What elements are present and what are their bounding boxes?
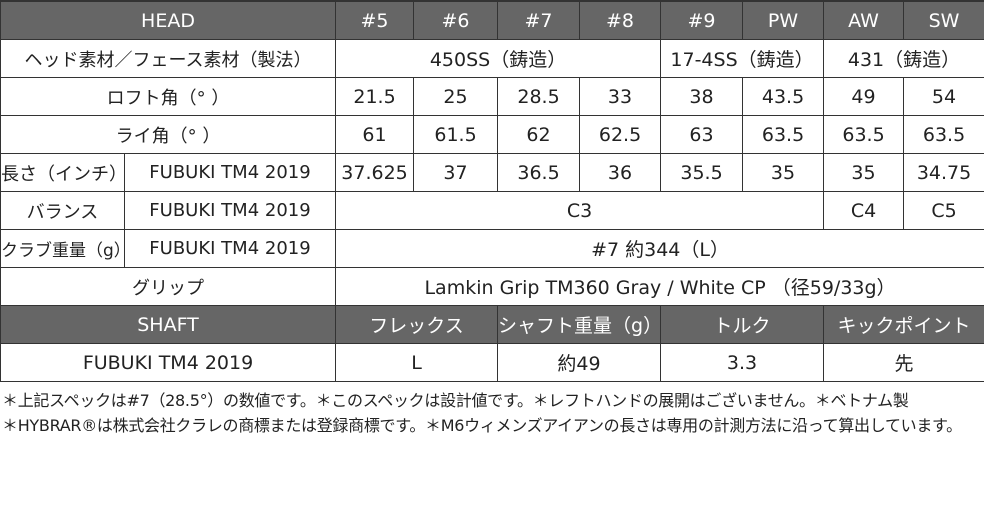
shaft-name: FUBUKI TM4 2019 [123, 191, 337, 230]
cell: 34.75 [903, 153, 984, 192]
lie-row: ライ角（° ） 61 61.5 62 62.5 63 63.5 63.5 63.… [0, 115, 984, 154]
cell: 約49 [497, 343, 662, 382]
shaft-title: SHAFT [0, 305, 337, 344]
cell: 43.5 [742, 77, 825, 116]
cell: 63.5 [903, 115, 984, 154]
row-label: ヘッド素材／フェース素材（製法） [0, 39, 337, 78]
cell: L [335, 343, 499, 382]
cell: 450SS（鋳造） [335, 39, 662, 78]
cell: 63.5 [823, 115, 905, 154]
col-header: フレックス [335, 305, 499, 344]
cell: C4 [823, 191, 905, 230]
col-header: キックポイント [823, 305, 984, 344]
material-row: ヘッド素材／フェース素材（製法） 450SS（鋳造） 17-4SS（鋳造） 43… [0, 39, 984, 78]
cell: 62.5 [579, 115, 662, 154]
row-label: バランス [0, 191, 125, 230]
cell: 431（鋳造） [823, 39, 984, 78]
cell: 36.5 [497, 153, 581, 192]
note: ＊HYBRAR®は株式会社クラレの商標または登録商標です。＊M6ウィメンズアイア… [2, 416, 962, 435]
grip-row: グリップ Lamkin Grip TM360 Gray / White CP （… [0, 267, 984, 306]
balance-row: バランス FUBUKI TM4 2019 C3 C4 C5 [0, 191, 984, 230]
row-label: ロフト角（° ） [0, 77, 337, 116]
col-header: トルク [660, 305, 825, 344]
cell: C3 [335, 191, 825, 230]
notes: ＊上記スペックは#7（28.5°）の数値です。＊このスペックは設計値です。＊レフ… [0, 382, 984, 438]
col-header: SW [903, 0, 984, 40]
col-header: #7 [497, 0, 581, 40]
row-label: クラブ重量（g） [0, 229, 125, 268]
cell: 28.5 [497, 77, 581, 116]
cell: 35.5 [660, 153, 744, 192]
cell: 38 [660, 77, 744, 116]
cell: 36 [579, 153, 662, 192]
cell: 62 [497, 115, 581, 154]
cell: 35 [823, 153, 905, 192]
spec-table: HEAD #5 #6 #7 #8 #9 PW AW SW ヘッド素材／フェース素… [0, 0, 984, 382]
shaft-row: FUBUKI TM4 2019 L 約49 3.3 先 [0, 343, 984, 382]
shaft-name: FUBUKI TM4 2019 [123, 229, 337, 268]
cell: 17-4SS（鋳造） [660, 39, 825, 78]
cell: FUBUKI TM4 2019 [0, 343, 337, 382]
col-header: AW [823, 0, 905, 40]
cell: 25 [413, 77, 499, 116]
row-label: 長さ（インチ） [0, 153, 125, 192]
cell: 35 [742, 153, 825, 192]
cell: 37 [413, 153, 499, 192]
row-label: グリップ [0, 267, 337, 306]
cell: 54 [903, 77, 984, 116]
col-header: #8 [579, 0, 662, 40]
cell: 63 [660, 115, 744, 154]
col-header: シャフト重量（g） [497, 305, 662, 344]
cell: C5 [903, 191, 984, 230]
col-header: #6 [413, 0, 499, 40]
cell: 21.5 [335, 77, 415, 116]
col-header: #5 [335, 0, 415, 40]
note: ＊上記スペックは#7（28.5°）の数値です。＊このスペックは設計値です。＊レフ… [2, 391, 909, 410]
length-row: 長さ（インチ） FUBUKI TM4 2019 37.625 37 36.5 3… [0, 153, 984, 192]
col-header: PW [742, 0, 825, 40]
head-header-row: HEAD #5 #6 #7 #8 #9 PW AW SW [0, 0, 984, 40]
cell: Lamkin Grip TM360 Gray / White CP （径59/3… [335, 267, 984, 306]
loft-row: ロフト角（° ） 21.5 25 28.5 33 38 43.5 49 54 [0, 77, 984, 116]
cell: 61.5 [413, 115, 499, 154]
col-header: #9 [660, 0, 744, 40]
row-label: ライ角（° ） [0, 115, 337, 154]
cell: 33 [579, 77, 662, 116]
weight-row: クラブ重量（g） FUBUKI TM4 2019 #7 約344（L） [0, 229, 984, 268]
cell: 3.3 [660, 343, 825, 382]
cell: 先 [823, 343, 984, 382]
shaft-name: FUBUKI TM4 2019 [123, 153, 337, 192]
cell: 49 [823, 77, 905, 116]
cell: 61 [335, 115, 415, 154]
shaft-header-row: SHAFT フレックス シャフト重量（g） トルク キックポイント [0, 305, 984, 344]
cell: #7 約344（L） [335, 229, 984, 268]
head-title: HEAD [0, 0, 337, 40]
cell: 63.5 [742, 115, 825, 154]
cell: 37.625 [335, 153, 415, 192]
